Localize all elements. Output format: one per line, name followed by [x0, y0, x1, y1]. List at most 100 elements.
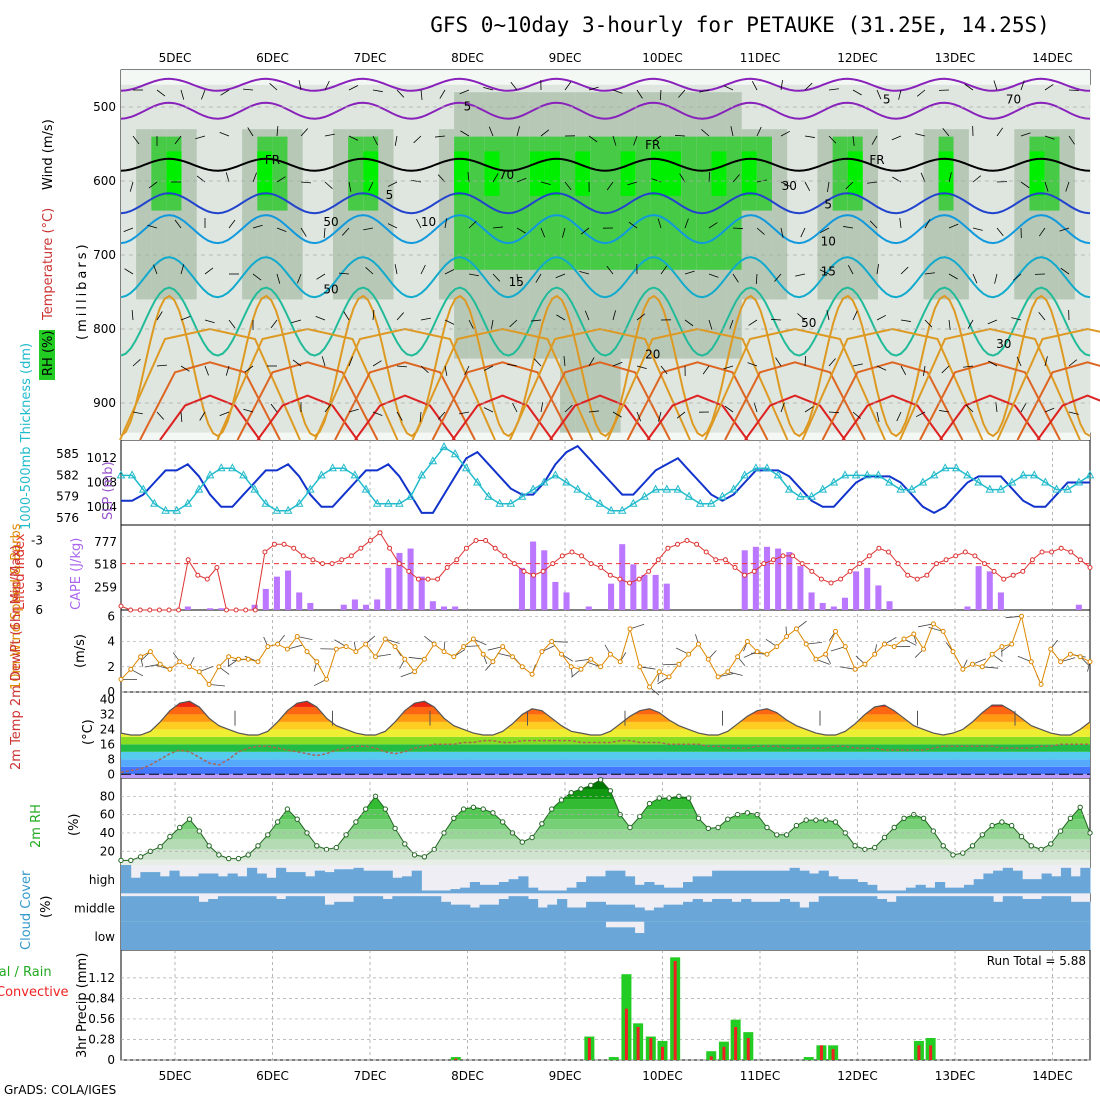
cloud-bar-high [653, 884, 665, 894]
thickness-marker [996, 484, 1006, 493]
rh-shade-strong [681, 136, 697, 270]
rh-shade-max [1029, 151, 1046, 196]
cloud-bar-middle [392, 896, 403, 922]
rh-marker [460, 806, 467, 812]
wind-barb [730, 126, 734, 137]
wind-speed-marker [519, 664, 525, 670]
cloud-bar-high [634, 884, 645, 894]
rh-marker [558, 797, 565, 803]
wind-unit-group: (m/s) [73, 634, 88, 668]
lifted-index-marker [1001, 576, 1007, 582]
rh-shade-light [226, 84, 243, 433]
rh-marker [1057, 828, 1064, 834]
wind-speed-marker [774, 644, 780, 650]
wind-barb [298, 80, 302, 91]
lifted-index-marker [387, 545, 393, 551]
rh-marker [490, 810, 496, 816]
rh-marker [803, 817, 809, 823]
thickness-marker [951, 463, 961, 472]
thickness-tick: 579 [56, 490, 79, 504]
cloud-bar-high [624, 876, 636, 894]
wind-barb [780, 181, 791, 187]
cloud-bar-high [925, 887, 936, 894]
precip-conv-bar [636, 1027, 640, 1060]
thickness-marker [172, 505, 182, 514]
lifted-index-marker [540, 568, 546, 574]
cloud-bar-low [508, 921, 519, 950]
lifted-index-marker [790, 553, 796, 559]
wind-speed-marker [970, 661, 975, 667]
wind-barb [939, 410, 950, 413]
cloud-bar-high [1080, 867, 1091, 894]
cloud-bar-low [527, 921, 539, 950]
thickness-tick: 582 [56, 468, 79, 482]
contour-label: 5 [464, 100, 472, 114]
cloud-bar-middle [1031, 899, 1043, 922]
cape-bar [886, 601, 893, 610]
wind-barb [627, 181, 638, 186]
rh-marker [480, 806, 486, 812]
wind-barb-10m [918, 623, 934, 628]
cloud-bar-middle [828, 896, 839, 922]
cape-bar [864, 567, 871, 610]
wind-barb [995, 402, 998, 413]
cloud-bar-middle [489, 904, 500, 922]
cape-bar [808, 592, 815, 610]
thickness-marker [628, 498, 638, 507]
rh-contour-label: 30 [996, 337, 1011, 351]
temp-band [121, 744, 1090, 752]
lifted-index-marker [886, 549, 891, 555]
temp-tick: 24 [100, 722, 115, 736]
wind-barb-10m [297, 636, 313, 640]
cloud-bar-middle [314, 896, 325, 922]
wind-barb [941, 365, 950, 374]
lifted-index-marker [262, 549, 268, 555]
wind-barb [416, 218, 422, 229]
wind-barb [780, 80, 783, 91]
rh-marker [940, 843, 946, 849]
wind-barb [492, 173, 499, 183]
rh-marker [255, 843, 261, 849]
rh-marker [646, 800, 653, 807]
pressure-tick: 700 [93, 248, 116, 262]
temp-band [121, 714, 1090, 722]
cape-bar [1075, 604, 1082, 610]
wind-barb [748, 319, 758, 326]
cloud-bar-high [731, 870, 742, 894]
wind-barb [516, 126, 520, 137]
wind-barb [588, 86, 599, 91]
cloud-bar-high [489, 884, 500, 894]
rh-shade-strong [514, 136, 531, 270]
rh-marker [549, 806, 555, 812]
wind-barb [387, 181, 398, 187]
wind-barb-10m [575, 658, 591, 662]
wind-barb [1044, 407, 1055, 413]
rh-shade-max [938, 151, 955, 196]
cloud-bar-low [595, 921, 606, 950]
rh-marker [177, 824, 183, 831]
cloud-layer-label: low [95, 930, 116, 944]
cape-bar [641, 574, 648, 610]
cloud-bar-high [663, 887, 674, 894]
wind-speed-marker [167, 666, 173, 672]
cape-bar [752, 546, 759, 610]
wind-speed-marker [598, 664, 604, 670]
cloud-bar-middle [518, 896, 529, 922]
cloud-bar-high [838, 879, 849, 894]
cape-bar [184, 606, 191, 610]
wind-barb [753, 402, 758, 413]
precip-conv-bar [722, 1046, 726, 1060]
rh-marker [852, 843, 858, 849]
precip-conv-bar [709, 1056, 713, 1060]
isotherm-contour [120, 77, 1091, 92]
cloud-bar-low [779, 921, 791, 950]
lifted-index-marker [185, 557, 191, 563]
wind-barb [797, 313, 806, 321]
wind-barb [828, 358, 836, 367]
rh-shade-strong [635, 136, 652, 270]
wind-speed-marker [656, 669, 662, 675]
cloud-bar-middle [479, 904, 490, 922]
wind-speed-marker [999, 644, 1005, 650]
wind-barb [276, 227, 287, 232]
cloud-bar-low [808, 921, 820, 950]
